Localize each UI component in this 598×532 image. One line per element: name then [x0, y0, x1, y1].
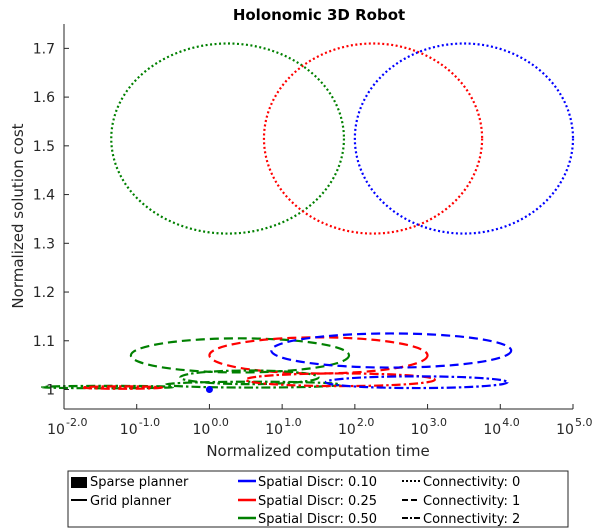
x-tick-exponent: 4.0 [502, 416, 520, 429]
x-ticks: 10 -2.0 10 -1.0 10 0.0 10 1.0 10 2.0 10 3.0 10 4.0 10 5… [47, 404, 593, 438]
legend-discr-025: Spatial Discr: 0.25 [258, 494, 377, 509]
y-tick-label: 1 [46, 383, 55, 399]
ellipse-discr-010-conn-0 [353, 42, 575, 235]
x-tick-exponent: 5.0 [575, 416, 593, 429]
legend-swatch-sparse [71, 477, 87, 488]
legend-conn-1: Connectivity: 1 [423, 494, 520, 509]
x-tick-label: 10 [193, 422, 211, 438]
x-tick-exponent: 2.0 [357, 416, 375, 429]
x-tick-exponent: 1.0 [284, 416, 302, 429]
ellipse-discr-050-conn-2 [164, 380, 342, 389]
legend-conn-0: Connectivity: 0 [423, 475, 520, 490]
ellipse-discr-010-conn-1 [270, 332, 513, 369]
x-tick-label: 10 [338, 422, 356, 438]
x-tick-label: 10 [483, 422, 501, 438]
x-tick-label: 10 [411, 422, 429, 438]
legend-grid-planner: Grid planner [90, 494, 172, 509]
ellipse-discr-025-conn-0 [262, 42, 484, 235]
legend: Sparse planner Grid planner Spatial Disc… [67, 470, 569, 528]
ellipse-discr-025-conn-2 [81, 385, 164, 390]
legend-discr-010: Spatial Discr: 0.10 [258, 475, 377, 490]
x-tick-label: 10 [556, 422, 574, 438]
chart-title: Holonomic 3D Robot [233, 6, 405, 24]
y-tick-label: 1.6 [33, 90, 55, 106]
ellipse-discr-010-conn-2 [324, 375, 509, 390]
x-tick-label: 10 [265, 422, 283, 438]
y-ticks: 1 1.1 1.2 1.3 1.4 1.5 1.6 1.7 [33, 41, 69, 399]
x-tick-exponent: -1.0 [139, 416, 160, 429]
legend-discr-050: Spatial Discr: 0.50 [258, 512, 377, 527]
data-point-discr-010 [205, 386, 213, 394]
legend-conn-2: Connectivity: 2 [423, 512, 520, 527]
x-axis-label: Normalized computation time [206, 442, 429, 460]
y-tick-label: 1.5 [33, 139, 55, 155]
legend-box [67, 470, 569, 528]
x-tick-label: 10 [47, 422, 65, 438]
ellipse-discr-025-conn-2 [244, 372, 436, 388]
x-tick-exponent: 3.0 [430, 416, 448, 429]
y-tick-label: 1.4 [33, 188, 55, 204]
axes [63, 24, 573, 410]
y-tick-label: 1.2 [33, 285, 55, 301]
ellipse-discr-050-conn-0 [110, 42, 346, 235]
ellipse-discr-050-conn-2 [179, 369, 320, 386]
plot-area [41, 42, 575, 394]
x-tick-label: 10 [120, 422, 138, 438]
y-axis-label: Normalized solution cost [9, 123, 27, 308]
y-tick-label: 1.3 [33, 236, 55, 252]
ellipse-discr-050-conn-1 [129, 337, 351, 374]
x-tick-exponent: 0.0 [211, 416, 229, 429]
y-tick-label: 1.1 [33, 334, 55, 350]
legend-sparse-planner: Sparse planner [90, 475, 189, 490]
y-tick-label: 1.7 [33, 41, 55, 57]
x-tick-exponent: -2.0 [66, 416, 87, 429]
